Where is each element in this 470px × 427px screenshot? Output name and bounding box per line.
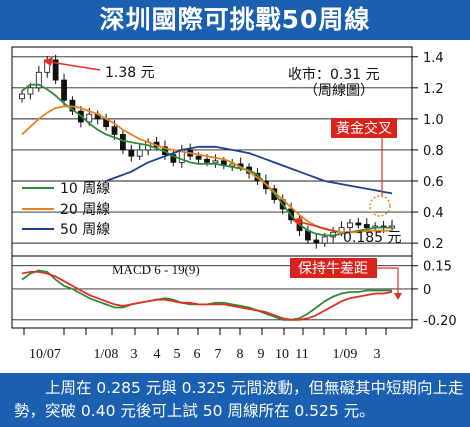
x-tick-label: 11 xyxy=(295,347,308,362)
price-y-tick-labels: 0.2 0.4 0.6 0.8 1.0 1.2 1.4 xyxy=(412,51,444,252)
closing-note: 收市：0.31 元 xyxy=(288,66,380,83)
candle-body xyxy=(355,222,362,226)
candle-body xyxy=(120,134,126,151)
candle-body xyxy=(195,155,202,160)
y-tick-label: 0.6 xyxy=(423,175,444,190)
low-label: 0.185 元 xyxy=(343,230,402,246)
x-tick-label: 3 xyxy=(374,347,381,362)
x-tick-label: 5 xyxy=(174,347,181,362)
x-axis: 10/07 1/08 3 4 5 6 7 8 9 10 11 1/09 3 xyxy=(23,328,387,362)
x-tick-label: 9 xyxy=(258,347,265,362)
golden-cross-marker xyxy=(369,195,391,217)
legend-label-10wk: 10 周線 xyxy=(60,181,110,197)
macd-y-tick-label: -0.20 xyxy=(423,314,457,329)
y-tick-label: 1.0 xyxy=(423,113,444,128)
candle-body xyxy=(363,224,370,228)
candle-body xyxy=(61,79,67,101)
x-tick-label: 1/09 xyxy=(333,347,358,362)
y-tick-label: 0.2 xyxy=(423,237,444,252)
low-arrow-line xyxy=(299,221,339,233)
macd-y-tick-label: 0.15 xyxy=(423,260,452,275)
macd-y-tick-label: 0 xyxy=(423,283,431,298)
caption: 上周在 0.285 元與 0.325 元間波動，但無礙其中短期向上走勢，突破 0… xyxy=(14,379,464,420)
ma-line xyxy=(21,83,392,237)
low-arrow-head xyxy=(292,217,302,226)
ma-line xyxy=(105,145,393,195)
x-tick-label: 3 xyxy=(131,347,138,362)
candle-body xyxy=(313,239,320,244)
x-tick-label: 4 xyxy=(154,347,161,362)
bull-gap-box xyxy=(290,258,377,278)
chart-canvas: 0.2 0.4 0.6 0.8 1.0 1.2 1.4 收市：0.31 元 （周線圖） 1.… xyxy=(11,46,457,362)
candle-body xyxy=(136,149,143,157)
golden-cross-label: 黃金交叉 xyxy=(336,120,392,137)
candle-body xyxy=(229,163,236,167)
candle-body xyxy=(27,87,34,95)
candle-body xyxy=(86,113,93,123)
x-tick-label: 10 xyxy=(275,347,289,362)
candle-body xyxy=(35,71,42,89)
peak-arrow-line xyxy=(49,61,101,71)
candle-body xyxy=(204,158,210,163)
x-tick-label: 8 xyxy=(237,347,244,362)
legend-label-20wk: 20 周線 xyxy=(60,202,110,218)
x-tick-label: 7 xyxy=(215,347,222,362)
candle-body xyxy=(212,160,219,164)
bull-gap-arrow-head xyxy=(394,293,402,300)
candle-body xyxy=(128,149,135,157)
peak-label: 1.38 元 xyxy=(105,65,155,81)
price-panel: 0.2 0.4 0.6 0.8 1.0 1.2 1.4 收市：0.31 元 （周線圖） 1.… xyxy=(11,46,444,257)
candle-body xyxy=(170,154,177,163)
candle-body xyxy=(111,126,118,135)
x-tick-label: 10/07 xyxy=(29,347,61,362)
peak-arrow-head xyxy=(43,57,53,66)
y-tick-label: 0.8 xyxy=(423,144,444,159)
macd-lines xyxy=(21,269,393,321)
title-bar xyxy=(0,0,470,40)
y-tick-label: 0.4 xyxy=(423,206,444,221)
x-tick-label: 1/08 xyxy=(94,347,119,362)
macd-y-tick-labels: 0.15 0 -0.20 xyxy=(412,260,457,329)
y-tick-label: 1.2 xyxy=(423,82,444,97)
macd-panel-frame xyxy=(11,255,413,329)
legend: 10 周線 20 周線 50 周線 xyxy=(22,181,110,238)
macd-title: MACD 6 - 19(9) xyxy=(112,262,200,277)
macd-line xyxy=(21,271,393,321)
bull-gap-label: 保持牛差距 xyxy=(298,261,368,277)
candle-body xyxy=(19,93,25,100)
macd-panel: 0.15 0 -0.20 MACD 6 - 19(9) 保持牛差距 xyxy=(11,255,457,329)
chart-note: （周線圖） xyxy=(304,83,374,99)
price-gridlines xyxy=(12,56,412,244)
candle-body xyxy=(321,236,328,244)
candle-body xyxy=(347,222,353,228)
legend-label-50wk: 50 周線 xyxy=(60,222,110,238)
y-tick-label: 1.4 xyxy=(423,51,444,66)
candle-body xyxy=(52,59,59,81)
caption-bar: 上周在 0.285 元與 0.325 元間波動，但無礙其中短期向上走勢，突破 0… xyxy=(0,373,470,427)
golden-cross-box xyxy=(331,118,397,138)
chart-title: 深圳國際可挑戰50周線 xyxy=(99,5,371,34)
x-tick-label: 6 xyxy=(194,347,201,362)
